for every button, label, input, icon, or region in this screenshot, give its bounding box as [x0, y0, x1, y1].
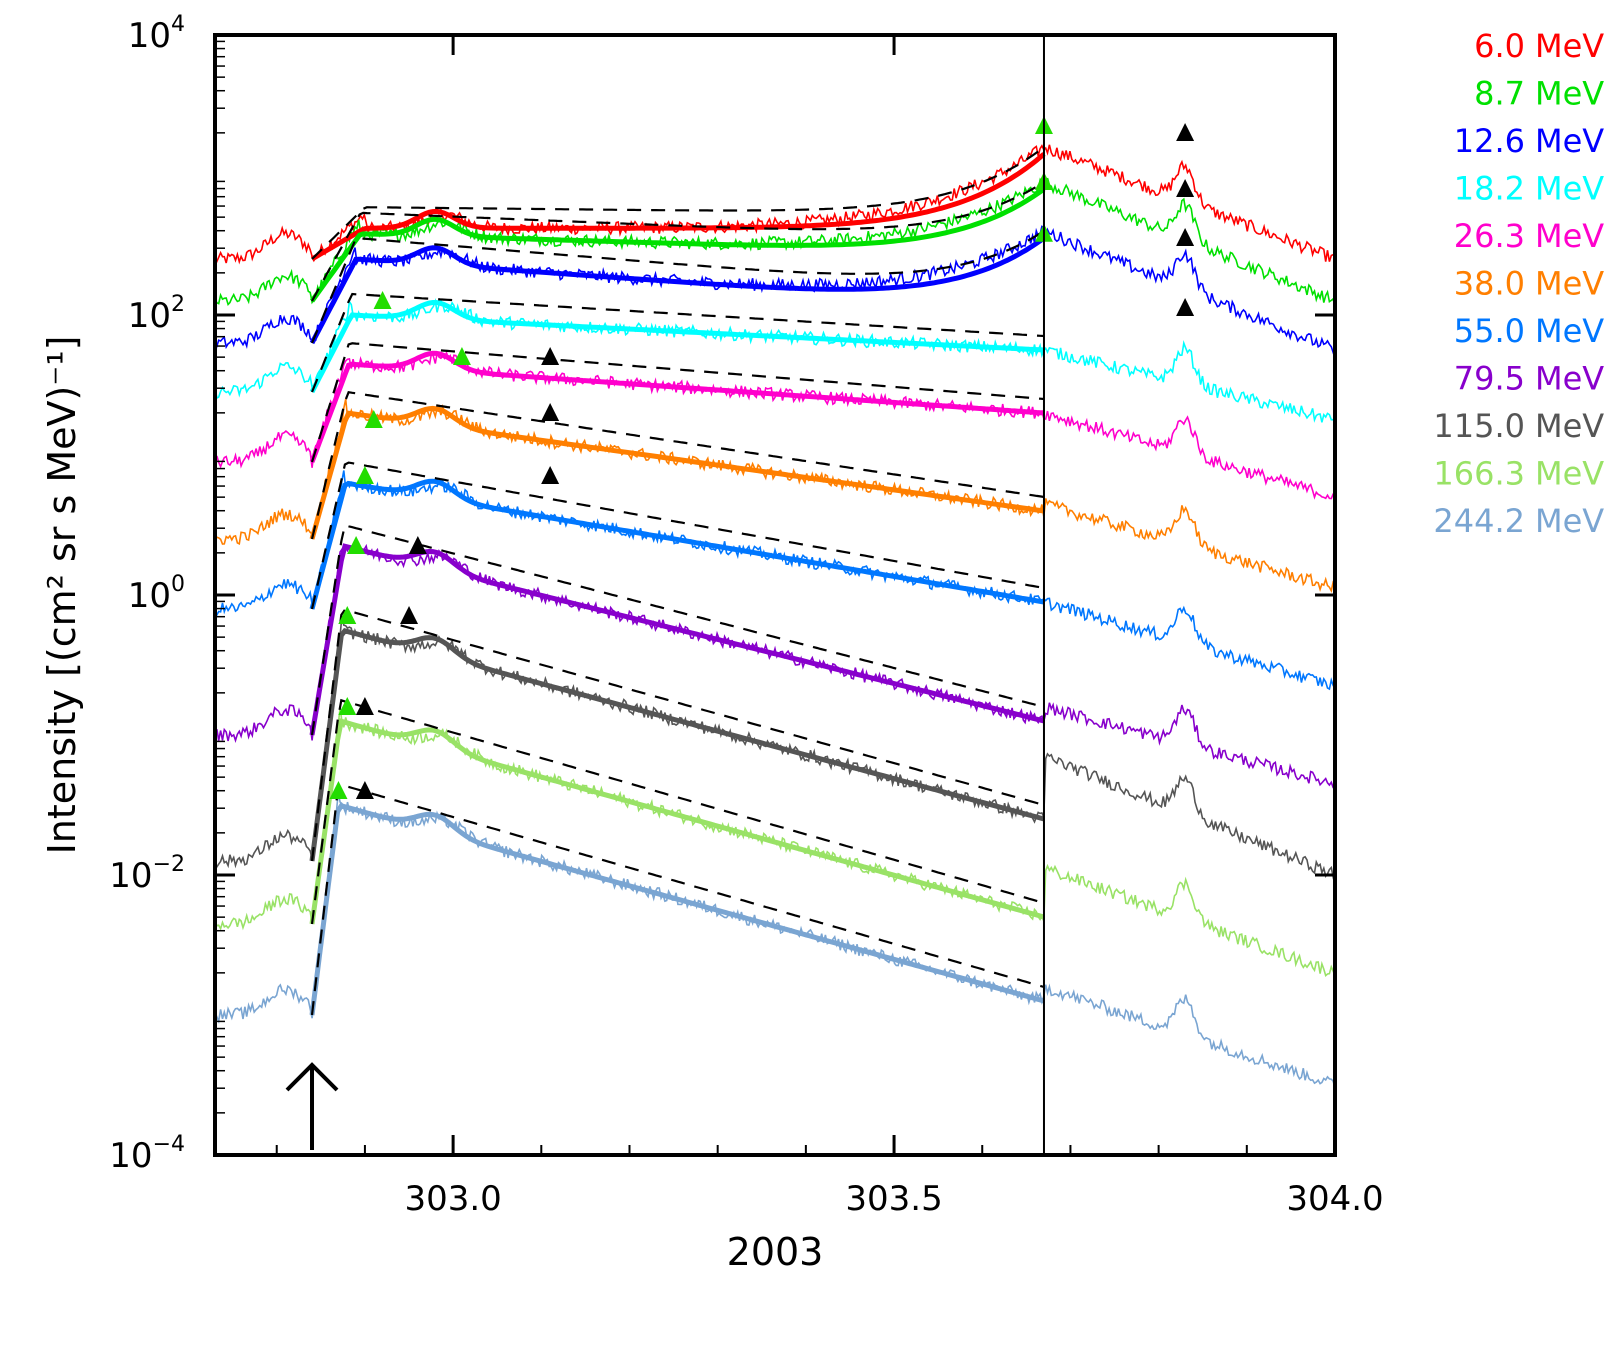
legend-unit: MeV [1535, 360, 1604, 398]
peak-marker-black [355, 781, 374, 799]
model-line-244-2 [309, 802, 1045, 1016]
peak-marker-green [355, 466, 374, 484]
peak-marker-black [541, 466, 560, 484]
model-line-38-0 [309, 405, 1045, 540]
peak-marker-black [1176, 298, 1195, 316]
marker-layer [329, 116, 1195, 799]
reference-curve-79-5 [310, 523, 1045, 736]
x-axis-title: 2003 [727, 1230, 824, 1274]
peak-marker-black [1176, 123, 1195, 141]
reference-curve-18-2 [310, 292, 1045, 393]
peak-marker-black [1176, 179, 1195, 197]
legend-item-6-0: 6.0 MeV [1474, 27, 1604, 65]
observed-line-244-2 [214, 793, 1336, 1089]
model-line-8-7 [309, 186, 1046, 303]
model-layer [309, 146, 1046, 1016]
legend-value: 166.3 [1433, 455, 1525, 493]
legend-item-115-0: 115.0 MeV [1433, 407, 1604, 445]
peak-marker-green [373, 291, 392, 309]
peak-marker-green [338, 697, 357, 715]
y-tick-label: 10−2 [109, 852, 185, 896]
legend-unit: MeV [1535, 75, 1604, 113]
observed-line-55-0 [214, 470, 1336, 691]
peak-marker-green [347, 536, 366, 554]
legend: 6.0 MeV 8.7 MeV 12.6 MeV 18.2 MeV 26.3 MeV 38.0 MeV… [1433, 27, 1604, 540]
reference-curve-26-3 [310, 342, 1045, 463]
legend-unit: MeV [1535, 455, 1604, 493]
y-tick-label: 102 [128, 292, 185, 336]
legend-value: 26.3 [1454, 217, 1525, 255]
model-line-55-0 [309, 478, 1045, 610]
legend-value: 79.5 [1454, 360, 1525, 398]
legend-value: 38.0 [1454, 265, 1525, 303]
legend-item-8-7: 8.7 MeV [1474, 75, 1604, 113]
legend-unit: MeV [1535, 170, 1604, 208]
peak-marker-green [329, 781, 348, 799]
peak-marker-black [541, 403, 560, 421]
observed-line-79-5 [214, 543, 1336, 789]
onset-arrow-head [285, 1062, 339, 1092]
legend-unit: MeV [1535, 312, 1604, 350]
legend-unit: MeV [1535, 265, 1604, 303]
reference-curve-8-7 [311, 181, 1045, 302]
onset-arrow-icon [285, 1062, 339, 1150]
legend-unit: MeV [1535, 217, 1604, 255]
y-tick-label: 104 [128, 12, 185, 56]
y-axis-title: Intensity [(cm² sr s MeV)⁻¹] [40, 336, 84, 855]
reference-curve-6-0 [311, 146, 1045, 260]
legend-value: 115.0 [1433, 407, 1525, 445]
model-line-12-6 [309, 235, 1046, 345]
reference-curve-12-6 [310, 230, 1045, 344]
legend-item-38-0: 38.0 MeV [1454, 265, 1605, 303]
x-tick-label: 303.5 [845, 1179, 942, 1219]
peak-marker-black [541, 347, 560, 365]
reference-curve-38-0 [310, 390, 1045, 540]
legend-unit: MeV [1535, 502, 1604, 540]
reference-curve-55-0 [310, 461, 1045, 610]
model-line-26-3 [309, 350, 1045, 463]
peak-marker-green [364, 410, 383, 428]
model-line-6-0 [310, 152, 1046, 262]
legend-value: 244.2 [1433, 502, 1525, 540]
peak-marker-green [452, 347, 471, 365]
peak-marker-black [355, 697, 374, 715]
observed-line-38-0 [214, 399, 1336, 593]
model-line-166-3 [309, 718, 1045, 925]
peak-marker-black [408, 536, 427, 554]
legend-item-79-5: 79.5 MeV [1454, 360, 1605, 398]
legend-value: 55.0 [1454, 312, 1525, 350]
legend-item-12-6: 12.6 MeV [1454, 122, 1605, 160]
legend-item-18-2: 18.2 MeV [1454, 170, 1605, 208]
x-tick-label: 304.0 [1286, 1179, 1383, 1219]
peak-marker-black [400, 606, 419, 624]
legend-unit: MeV [1535, 407, 1604, 445]
model-line-18-2 [309, 300, 1045, 394]
peak-marker-black [1176, 228, 1195, 246]
y-tick-label: 100 [128, 572, 185, 616]
plot-frame [213, 33, 1337, 1157]
x-axis: 303.0 303.5 304.0 [275, 35, 1384, 1219]
peak-marker-green [338, 606, 357, 624]
legend-value: 6.0 [1474, 27, 1525, 65]
model-line-115-0 [309, 627, 1045, 862]
legend-item-55-0: 55.0 MeV [1454, 312, 1605, 350]
legend-value: 18.2 [1454, 170, 1525, 208]
legend-item-166-3: 166.3 MeV [1433, 455, 1604, 493]
legend-value: 8.7 [1474, 75, 1525, 113]
legend-value: 12.6 [1454, 122, 1525, 160]
y-tick-label: 10−4 [109, 1132, 185, 1176]
reference-curve-244-2 [310, 783, 1045, 1016]
reference-curve-115-0 [310, 608, 1045, 862]
legend-unit: MeV [1535, 122, 1604, 160]
legend-item-26-3: 26.3 MeV [1454, 217, 1605, 255]
legend-unit: MeV [1535, 27, 1604, 65]
y-axis: 104 102 100 10−2 10−4 [109, 12, 1335, 1176]
x-tick-label: 303.0 [404, 1179, 501, 1219]
model-line-79-5 [309, 543, 1045, 736]
legend-item-244-2: 244.2 MeV [1433, 502, 1604, 540]
reference-curve-166-3 [310, 698, 1045, 925]
